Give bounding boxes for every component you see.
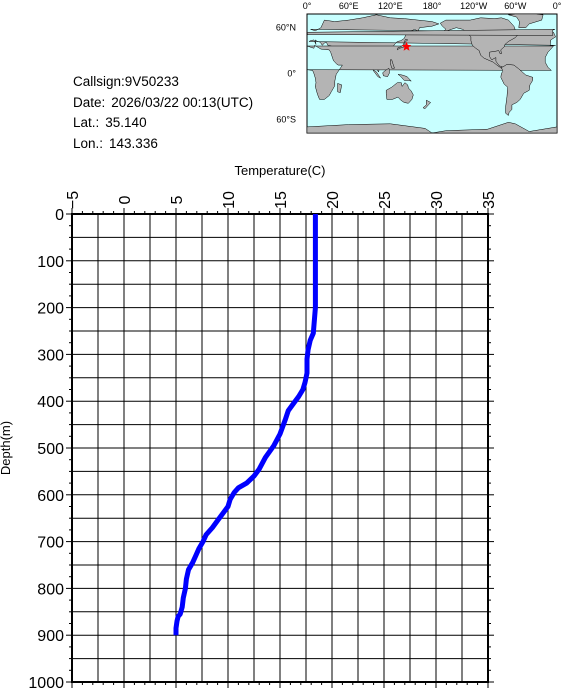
indonesia-borneo-landmass (382, 67, 390, 77)
date-row: Date: 2026/03/22 00:13(UTC) (73, 93, 253, 114)
africa-landmass (306, 44, 555, 100)
x-tick-label: 35 (481, 191, 498, 209)
lon-row: Lon.: 143.336 (73, 134, 253, 155)
map-longitude-label: 60°E (339, 1, 359, 11)
y-tick-label: 300 (37, 347, 64, 364)
x-tick-label: −5 (65, 191, 82, 209)
x-axis-title: Temperature(C) (234, 163, 325, 178)
map-longitude-label: 120°E (378, 1, 403, 11)
marker-star-icon (401, 41, 412, 51)
south-america-landmass (500, 64, 533, 116)
y-tick-label: 800 (37, 581, 64, 598)
date-label: Date: (73, 94, 106, 110)
map-longitude-labels: 0° 60°E 120°E 180° 120°W 60°W 0° (303, 1, 562, 11)
lon-value: 143.336 (109, 135, 158, 151)
y-tick-label: 500 (37, 441, 64, 458)
map-latitude-label: 0° (287, 69, 296, 79)
map-land (306, 13, 558, 134)
new-zealand-landmass (422, 99, 431, 109)
madagascar-landmass (337, 83, 342, 93)
map-longitude-label: 180° (423, 1, 442, 11)
antarctica-west-landmass (431, 122, 558, 134)
chart-grid (71, 213, 489, 683)
date-value: 2026/03/22 00:13(UTC) (111, 94, 254, 110)
philippines-landmass (390, 59, 395, 69)
japan-landmass (396, 38, 409, 51)
x-tick-label: 30 (429, 191, 446, 209)
callsign-row: Callsign:9V50233 (73, 72, 253, 93)
lat-label: Lat.: (73, 115, 100, 130)
callsign-value: 9V50233 (124, 74, 179, 89)
temperature-profile-line (173, 214, 318, 636)
x-tick-labels: −5 0 5 10 15 20 25 30 35 (65, 191, 498, 209)
map-latitude-label: 60°S (276, 114, 296, 124)
antarctica-landmass (306, 123, 433, 134)
y-tick-labels: 0 100 200 300 400 500 600 700 800 900 1000 (28, 207, 64, 690)
y-tick-label: 100 (37, 254, 64, 271)
x-tick-label: 20 (325, 191, 342, 209)
x-tick-label: 0 (117, 195, 134, 204)
new-guinea-landmass (397, 73, 412, 82)
callsign-label: Callsign: (73, 74, 125, 89)
map-longitude-label: 0° (553, 1, 562, 11)
lat-value: 35.140 (105, 115, 147, 130)
y-tick-label: 200 (37, 301, 64, 318)
x-tick-label: 15 (273, 191, 290, 209)
map-longitude-label: 60°W (504, 1, 527, 11)
y-tick-label: 700 (37, 535, 64, 552)
float-location-marker-icon (401, 41, 412, 51)
australia-landmass (385, 82, 414, 104)
chart-ticks (66, 208, 494, 688)
y-tick-label: 900 (37, 628, 64, 645)
location-map: 0° 60°E 120°E 180° 120°W 60°W 0° 60°N 0° 60°S (276, 1, 562, 134)
y-axis-title: Depth(m) (0, 421, 13, 475)
float-info-panel: Callsign:9V50233 Date: 2026/03/22 00:13(U… (73, 72, 253, 154)
y-tick-label: 0 (55, 207, 64, 224)
y-tick-label: 400 (37, 394, 64, 411)
lon-label: Lon.: (73, 135, 104, 151)
y-tick-label: 1000 (28, 675, 64, 690)
x-tick-label: 5 (169, 195, 186, 204)
uk-landmass (306, 29, 555, 36)
x-tick-label: 25 (377, 191, 394, 209)
map-longitude-label: 120°W (460, 1, 488, 11)
x-tick-label: 10 (221, 191, 238, 209)
map-longitude-label: 0° (303, 1, 312, 11)
lat-row: Lat.: 35.140 (73, 113, 253, 134)
map-latitude-labels: 60°N 0° 60°S (276, 23, 297, 125)
y-tick-label: 600 (37, 488, 64, 505)
map-latitude-label: 60°N (276, 23, 296, 33)
indonesia-sumatra-landmass (372, 68, 381, 79)
plot-frame (71, 213, 489, 683)
greenland-landmass (508, 13, 544, 28)
